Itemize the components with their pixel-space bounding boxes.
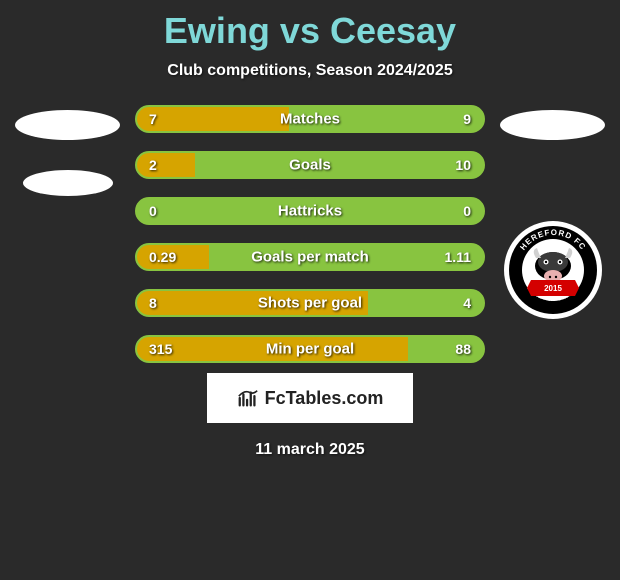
- fctables-text: FcTables.com: [265, 388, 384, 409]
- stat-left-value: 7: [149, 111, 157, 127]
- stat-left-value: 315: [149, 341, 172, 357]
- stat-label: Matches: [280, 111, 340, 128]
- stat-right-value: 1.11: [445, 249, 471, 265]
- stat-label: Shots per goal: [258, 295, 362, 312]
- fctables-icon: [237, 387, 259, 409]
- main-row: 7 Matches 9 2 Goals 10 0 Hattricks 0 0.29 Goals pe…: [10, 105, 610, 363]
- page-title: Ewing vs Ceesay: [164, 10, 456, 52]
- stat-bar: 315 Min per goal 88: [135, 335, 485, 363]
- stat-label: Hattricks: [278, 203, 342, 220]
- stat-bar: 7 Matches 9: [135, 105, 485, 133]
- fctables-logo[interactable]: FcTables.com: [207, 373, 414, 423]
- stat-bar: 0 Hattricks 0: [135, 197, 485, 225]
- stat-label: Min per goal: [266, 341, 354, 358]
- player1-club-placeholder: [23, 170, 113, 196]
- stat-fill-left: [137, 153, 195, 177]
- stats-column: 7 Matches 9 2 Goals 10 0 Hattricks 0 0.29 Goals pe…: [135, 105, 485, 363]
- subtitle: Club competitions, Season 2024/2025: [167, 62, 452, 80]
- stat-right-value: 4: [463, 295, 471, 311]
- stat-label: Goals per match: [251, 249, 369, 266]
- stat-label: Goals: [289, 157, 331, 174]
- stat-bar: 2 Goals 10: [135, 151, 485, 179]
- date-label: 11 march 2025: [255, 441, 364, 459]
- stat-right-value: 0: [463, 203, 471, 219]
- player2-image-placeholder: [500, 110, 605, 140]
- badge-year: 2015: [544, 284, 562, 293]
- stat-fill-left: [137, 107, 289, 131]
- stat-left-value: 2: [149, 157, 157, 173]
- stat-right-value: 9: [463, 111, 471, 127]
- club-badge: HEREFORD FC FOREVER UNITED: [503, 220, 603, 320]
- stat-right-value: 10: [455, 157, 471, 173]
- stat-bar: 8 Shots per goal 4: [135, 289, 485, 317]
- player1-image-placeholder: [15, 110, 120, 140]
- stat-right-value: 88: [455, 341, 471, 357]
- stat-left-value: 0.29: [149, 249, 176, 265]
- left-player-col: [10, 105, 125, 196]
- stat-left-value: 8: [149, 295, 157, 311]
- stat-left-value: 0: [149, 203, 157, 219]
- stat-bar: 0.29 Goals per match 1.11: [135, 243, 485, 271]
- right-player-col: HEREFORD FC FOREVER UNITED: [495, 105, 610, 320]
